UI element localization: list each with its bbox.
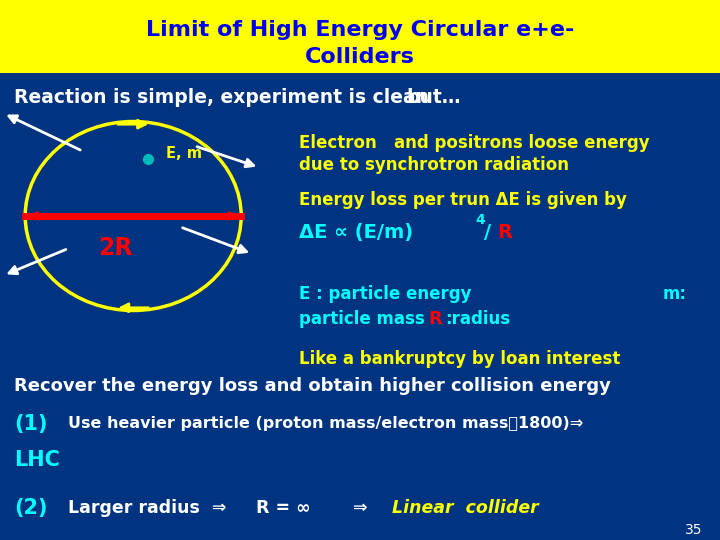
Text: Electron   and positrons loose energy: Electron and positrons loose energy: [299, 134, 649, 152]
Text: (2): (2): [14, 497, 48, 518]
Text: R: R: [428, 309, 442, 328]
Text: particle mass: particle mass: [299, 309, 425, 328]
Text: (1): (1): [14, 414, 48, 434]
Text: ΔE ∝ (E/m): ΔE ∝ (E/m): [299, 222, 413, 242]
Text: 35: 35: [685, 523, 702, 537]
Text: Larger radius  ⇒: Larger radius ⇒: [68, 498, 227, 517]
Text: E : particle energy: E : particle energy: [299, 285, 472, 303]
Text: R = ∞: R = ∞: [256, 498, 310, 517]
Text: E, m: E, m: [166, 146, 202, 161]
Text: Use heavier particle (proton mass/electron mass＝1800)⇒: Use heavier particle (proton mass/electr…: [68, 416, 583, 431]
Text: 4: 4: [475, 213, 485, 227]
Text: m:: m:: [662, 285, 686, 303]
Text: Recover the energy loss and obtain higher collision energy: Recover the energy loss and obtain highe…: [14, 377, 611, 395]
Text: Energy loss per trun ΔE is given by: Energy loss per trun ΔE is given by: [299, 191, 626, 209]
Text: Reaction is simple, experiment is clean: Reaction is simple, experiment is clean: [14, 87, 429, 107]
Text: R: R: [497, 222, 512, 242]
FancyBboxPatch shape: [0, 0, 720, 73]
Text: LHC: LHC: [14, 450, 60, 470]
Text: Like a bankruptcy by loan interest: Like a bankruptcy by loan interest: [299, 350, 620, 368]
Text: 2R: 2R: [98, 237, 132, 260]
Text: /: /: [484, 222, 491, 242]
Text: ⇒: ⇒: [353, 498, 367, 517]
Text: Linear  collider: Linear collider: [392, 498, 539, 517]
Text: due to synchrotron radiation: due to synchrotron radiation: [299, 156, 569, 174]
Text: Limit of High Energy Circular e+e-: Limit of High Energy Circular e+e-: [146, 19, 574, 40]
Text: :radius: :radius: [445, 309, 510, 328]
Text: Colliders: Colliders: [305, 46, 415, 67]
Text: but…: but…: [407, 87, 462, 107]
